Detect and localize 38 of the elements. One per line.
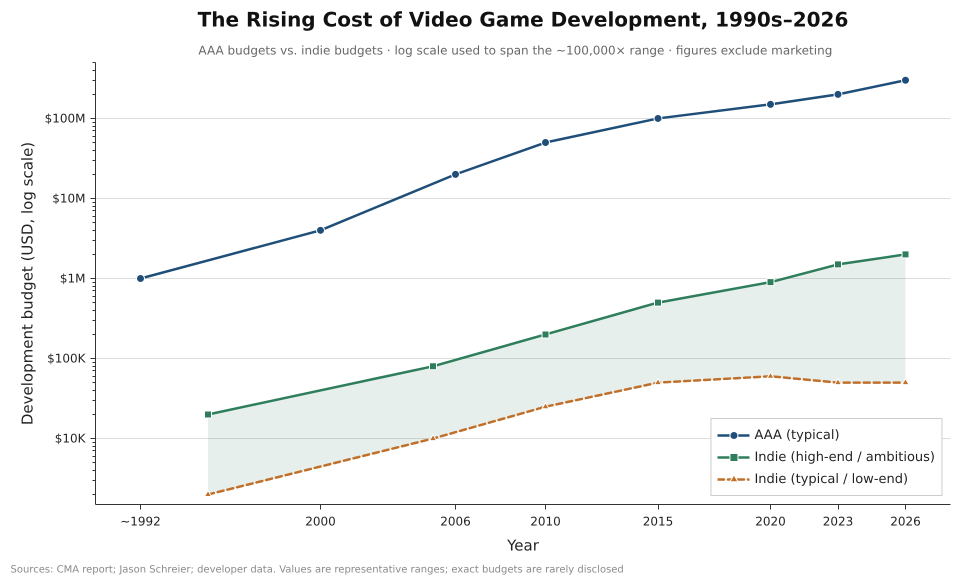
x-tick-label: 2000 <box>305 514 336 528</box>
point <box>766 100 775 109</box>
x-tick-label: ~1992 <box>120 514 161 528</box>
x-tick-label: 2010 <box>530 514 561 528</box>
chart-title: The Rising Cost of Video Game Development, 1990s–2026 <box>198 8 848 32</box>
y-tick-label: $10K <box>54 432 87 446</box>
legend-label: Indie (typical / low-end) <box>754 472 908 486</box>
point <box>901 76 910 85</box>
x-tick-label: 2020 <box>755 514 786 528</box>
chart-subtitle: AAA budgets vs. indie budgets · log scale used to span the ~100,000× range · figures exclude marketing <box>198 44 832 58</box>
x-axis-title: Year <box>506 536 540 554</box>
y-tick-label: $1M <box>60 272 86 286</box>
point <box>902 378 910 386</box>
point <box>429 362 437 370</box>
source-note: Sources: CMA report; Jason Schreier; developer data. Values are representative ranges; exact budgets are rarely disclosed <box>10 564 624 576</box>
x-tick-label: 2026 <box>890 514 921 528</box>
y-tick-label: $100K <box>47 352 87 366</box>
y-tick-label: $10M <box>52 191 86 206</box>
point <box>834 260 842 268</box>
x-tick-label: 2023 <box>822 514 854 528</box>
y-axis-title: Development budget (USD, log scale) <box>18 142 37 426</box>
point <box>542 402 550 410</box>
y-tick-label: $100M <box>44 111 86 126</box>
point <box>766 372 774 379</box>
point <box>429 434 437 442</box>
point <box>834 378 842 386</box>
legend-label: Indie (high-end / ambitious) <box>754 450 935 464</box>
point <box>654 378 662 386</box>
point <box>654 298 662 307</box>
legend-label: AAA (typical) <box>754 428 840 442</box>
point <box>902 250 910 258</box>
point <box>316 226 325 235</box>
point <box>451 170 460 179</box>
x-tick-label: 2015 <box>642 514 674 528</box>
point <box>766 278 774 286</box>
point <box>136 274 145 283</box>
x-tick-label: 2006 <box>440 514 471 528</box>
point <box>834 90 842 99</box>
